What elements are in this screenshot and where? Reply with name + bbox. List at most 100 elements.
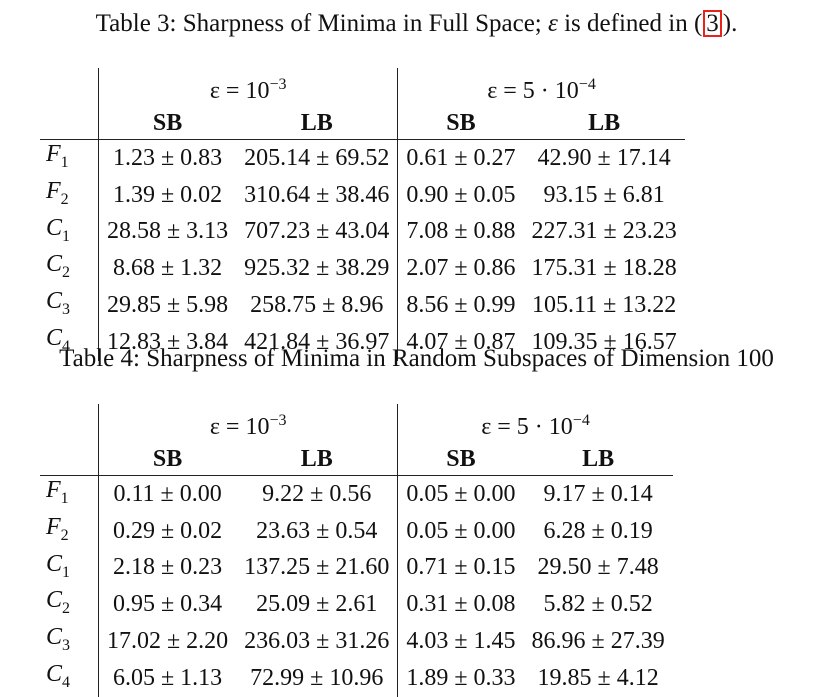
table-cell: 29.50 ± 7.48 — [537, 554, 659, 581]
table-cell: 1.89 ± 0.33 — [397, 659, 524, 697]
column-header: SB — [397, 444, 524, 476]
table-row: C3 17.02 ± 2.20 236.03 ± 31.26 4.03 ± 1.… — [40, 623, 673, 660]
table-cell: 258.75 ± 8.96 — [250, 292, 384, 319]
table-4-column-header-row: SB LB SB LB — [40, 444, 673, 476]
table-cell: 175.31 ± 18.28 — [531, 255, 677, 282]
table-row: C3 29.85 ± 5.98 258.75 ± 8.96 8.56 ± 0.9… — [40, 287, 685, 324]
table-3-group-header: ε = 5 · 10−4 — [397, 68, 685, 108]
column-header: SB — [397, 108, 524, 140]
table-cell: 0.61 ± 0.27 — [397, 139, 524, 177]
table-cell: 0.31 ± 0.08 — [397, 586, 524, 624]
column-header: SB — [98, 108, 237, 140]
table-cell: 0.05 ± 0.00 — [397, 475, 524, 513]
table-3-caption-middle: is defined in ( — [557, 10, 703, 37]
table-row: F2 0.29 ± 0.02 23.63 ± 0.54 0.05 ± 0.00 … — [40, 512, 673, 550]
equation-reference-link[interactable]: 3 — [703, 10, 722, 37]
table-row: C4 6.05 ± 1.13 72.99 ± 10.96 1.89 ± 0.33… — [40, 659, 673, 697]
group-exponent: −3 — [269, 76, 287, 93]
table-row: C1 28.58 ± 3.13 707.23 ± 43.04 7.08 ± 0.… — [40, 213, 685, 251]
table-cell: 0.29 ± 0.02 — [98, 512, 237, 550]
row-label: F2 — [46, 177, 69, 208]
table-cell: 5.82 ± 0.52 — [543, 591, 653, 618]
group-label: ε = 10 — [209, 78, 270, 104]
table-3-group-header: ε = 10−3 — [97, 68, 398, 108]
table-cell: 109.35 ± 16.57 — [531, 328, 677, 355]
table-3: ε = 10−3 ε = 5 · 10−4 SB LB SB LB F1 1.2… — [40, 68, 685, 361]
table-cell: 6.05 ± 1.13 — [98, 659, 237, 697]
table-cell: 2.18 ± 0.23 — [98, 549, 237, 587]
table-cell: 0.71 ± 0.15 — [397, 549, 524, 587]
row-label: C3 — [46, 624, 71, 654]
table-cell: 0.95 ± 0.34 — [98, 586, 237, 624]
table-row: C2 8.68 ± 1.32 925.32 ± 38.29 2.07 ± 0.8… — [40, 250, 685, 288]
row-label: C3 — [46, 288, 71, 318]
table-cell: 4.03 ± 1.45 — [397, 623, 524, 660]
table-cell: 17.02 ± 2.20 — [98, 623, 237, 660]
table-cell: 19.85 ± 4.12 — [537, 664, 659, 691]
table-cell: 28.58 ± 3.13 — [98, 213, 237, 251]
table-4-group-header: ε = 5 · 10−4 — [397, 404, 673, 444]
table-cell: 23.63 ± 0.54 — [256, 517, 378, 544]
table-3-caption-prefix: Table 3: Sharpness of Minima in Full Spa… — [95, 10, 542, 37]
table-cell: 7.08 ± 0.88 — [397, 213, 524, 251]
table-cell: 0.05 ± 0.00 — [397, 512, 524, 550]
table-row: C4 12.83 ± 3.84 421.84 ± 36.97 4.07 ± 0.… — [40, 323, 685, 361]
table-row: F1 1.23 ± 0.83 205.14 ± 69.52 0.61 ± 0.2… — [40, 139, 685, 177]
table-cell: 236.03 ± 31.26 — [244, 628, 390, 655]
table-cell: 421.84 ± 36.97 — [244, 328, 390, 355]
group-label: ε = 10 — [209, 414, 270, 440]
table-cell: 6.28 ± 0.19 — [543, 517, 653, 544]
group-exponent: −4 — [578, 76, 596, 93]
table-row: F2 1.39 ± 0.02 310.64 ± 38.46 0.90 ± 0.0… — [40, 176, 685, 214]
column-header: LB — [236, 444, 398, 476]
table-cell: 105.11 ± 13.22 — [531, 292, 677, 319]
table-cell: 8.68 ± 1.32 — [98, 250, 237, 288]
table-3-group-header-row: ε = 10−3 ε = 5 · 10−4 — [40, 68, 685, 108]
table-row: C2 0.95 ± 0.34 25.09 ± 2.61 0.31 ± 0.08 … — [40, 586, 673, 624]
table-3-caption: Table 3: Sharpness of Minima in Full Spa… — [0, 10, 833, 38]
column-header: LB — [523, 108, 685, 140]
table-cell: 1.39 ± 0.02 — [98, 176, 237, 214]
table-4-caption: Table 4: Sharpness of Minima in Random S… — [59, 345, 774, 372]
table-cell: 310.64 ± 38.46 — [244, 181, 390, 208]
row-label: F1 — [46, 477, 69, 507]
row-label: C1 — [46, 550, 71, 581]
column-header: LB — [523, 444, 673, 476]
table-cell: 86.96 ± 27.39 — [531, 628, 665, 655]
table-row: C1 2.18 ± 0.23 137.25 ± 21.60 0.71 ± 0.1… — [40, 549, 673, 587]
table-4-group-header-row: ε = 10−3 ε = 5 · 10−4 — [40, 404, 673, 444]
table-row: F1 0.11 ± 0.00 9.22 ± 0.56 0.05 ± 0.00 9… — [40, 475, 673, 513]
row-label: F1 — [46, 141, 69, 171]
table-cell: 29.85 ± 5.98 — [98, 287, 237, 324]
table-cell: 12.83 ± 3.84 — [98, 323, 237, 361]
group-label: ε = 5 · 10 — [487, 78, 579, 104]
epsilon-symbol: ε — [548, 10, 558, 37]
row-label: C2 — [46, 587, 71, 618]
table-4-group-header: ε = 10−3 — [97, 404, 398, 444]
table-cell: 0.11 ± 0.00 — [98, 475, 237, 513]
column-header: SB — [98, 444, 237, 476]
table-cell: 93.15 ± 6.81 — [543, 181, 665, 208]
table-4: ε = 10−3 ε = 5 · 10−4 SB LB SB LB F1 0.1… — [40, 404, 673, 697]
table-cell: 72.99 ± 10.96 — [250, 664, 384, 691]
table-cell: 9.17 ± 0.14 — [543, 480, 653, 507]
row-label: C4 — [46, 324, 71, 355]
table-3-column-header-row: SB LB SB LB — [40, 108, 685, 140]
table-cell: 2.07 ± 0.86 — [397, 250, 524, 288]
column-header: LB — [236, 108, 398, 140]
row-label: C4 — [46, 660, 71, 691]
table-cell: 4.07 ± 0.87 — [397, 323, 524, 361]
table-cell: 1.23 ± 0.83 — [98, 139, 237, 177]
table-cell: 9.22 ± 0.56 — [262, 480, 372, 507]
table-3-caption-suffix: ). — [722, 10, 738, 37]
group-exponent: −3 — [269, 412, 287, 429]
row-label: C1 — [46, 214, 71, 245]
row-label: C2 — [46, 251, 71, 282]
table-cell: 137.25 ± 21.60 — [244, 554, 390, 581]
row-label: F2 — [46, 513, 69, 544]
table-cell: 0.90 ± 0.05 — [397, 176, 524, 214]
table-cell: 42.90 ± 17.14 — [537, 144, 671, 171]
group-label: ε = 5 · 10 — [481, 414, 573, 440]
table-cell: 227.31 ± 23.23 — [531, 218, 677, 245]
table-cell: 707.23 ± 43.04 — [244, 218, 390, 245]
